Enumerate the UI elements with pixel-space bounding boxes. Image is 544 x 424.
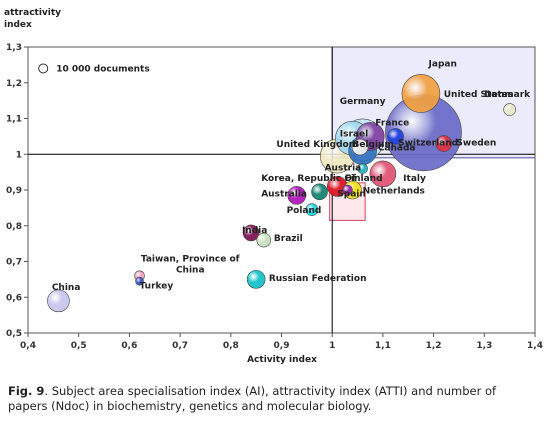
label-poland: Poland [287,206,322,216]
bubble-china [47,289,70,313]
x-tick-label: 1,1 [375,341,391,351]
label-belgium: Belgium [352,140,393,150]
label-netherlands: Netherlands [363,187,425,197]
x-axis-title: Activity index [247,355,317,365]
label-brazil: Brazil [274,234,303,244]
bubble-sweden [435,135,453,152]
label-israel: Israel [340,129,368,139]
label-denmark: Denmark [484,90,531,100]
label-korea-republic-of: Korea, Republic Of [261,174,356,184]
x-tick-label: 0,9 [274,341,290,351]
label-spain: Spain [337,189,366,199]
bubble-australia [287,186,307,205]
size-legend-label: 10 000 documents [56,64,149,74]
label-china: China [52,283,81,293]
bubble-denmark [503,103,516,116]
label-sweden: Sweden [456,138,496,148]
x-tick-label: 0,4 [20,341,36,351]
bubble-russian-federation [246,270,266,289]
label-japan: Japan [428,60,457,70]
y-tick-label: 0,5 [6,329,22,339]
bubble-india [242,224,260,242]
label-germany: Germany [340,97,386,107]
label-finland: Finland [345,174,383,184]
y-tick-label: 1 [16,150,22,160]
label-united-kingdom: United Kingdom [276,140,358,150]
label-switzerland: Switzerland [398,138,458,148]
caption-text: . Subject area specialisation index (AI)… [8,384,497,413]
caption-label: Fig. 9 [8,384,45,398]
chart: 0,4 0,5 0,6 0,7 0,8 0,9 1 1,1 1,2 1,3 1,4 0,5 0,6 0,7… [4,8,543,365]
x-tick-label: 0,5 [71,341,87,351]
bubble-japan [401,74,441,113]
y-axis-title-line2: index [4,20,32,30]
bubble-belgium [351,138,369,156]
bubble-finland [342,184,353,196]
bubble-turkey [135,276,144,286]
x-tick-label: 0,8 [223,341,239,351]
label-russian-federation: Russian Federation [269,274,367,284]
size-legend: 10 000 documents [38,63,150,74]
x-tick-label: 1,2 [426,341,442,351]
x-tick-label: 0,7 [172,341,188,351]
bubble-poland [305,203,319,216]
x-tick-label: 0,6 [121,341,137,351]
bubble-italy [369,160,397,188]
label-turkey: Turkey [140,281,174,291]
label-france: France [375,119,409,129]
bubbles [47,74,516,313]
size-legend-circle [38,63,49,74]
bubble-korea-republic-of [311,183,328,201]
y-tick-label: 1,3 [6,43,22,53]
axes: 0,4 0,5 0,6 0,7 0,8 0,9 1 1,1 1,2 1,3 1,4 0,5 0,6 0,7… [6,43,543,351]
label-india: India [242,226,267,236]
y-tick-label: 0,6 [6,293,22,303]
label-austria: Austria [325,163,362,173]
y-tick-label: 0,7 [6,258,22,268]
bubble-switzerland [387,128,404,145]
y-axis-title-line1: attractivity [4,8,61,18]
label-australia: Australia [261,189,307,199]
label-italy: Italy [403,174,426,184]
y-tick-label: 1,2 [6,79,22,89]
bubble-austria [357,163,368,174]
label-taiwan-line2: China [176,266,205,276]
x-tick-label: 1 [329,341,335,351]
bubble-brazil [256,232,272,248]
label-canada: Canada [378,144,416,154]
y-tick-label: 1,1 [6,115,22,125]
y-tick-label: 0,8 [6,222,22,232]
figure-caption: Fig. 9. Subject area specialisation inde… [8,384,538,414]
label-taiwan-line1: Taiwan, Province of [141,255,240,265]
y-tick-label: 0,9 [6,186,22,196]
x-tick-label: 1,3 [476,341,492,351]
x-tick-label: 1,4 [527,341,543,351]
label-united-states: United States [444,90,513,100]
